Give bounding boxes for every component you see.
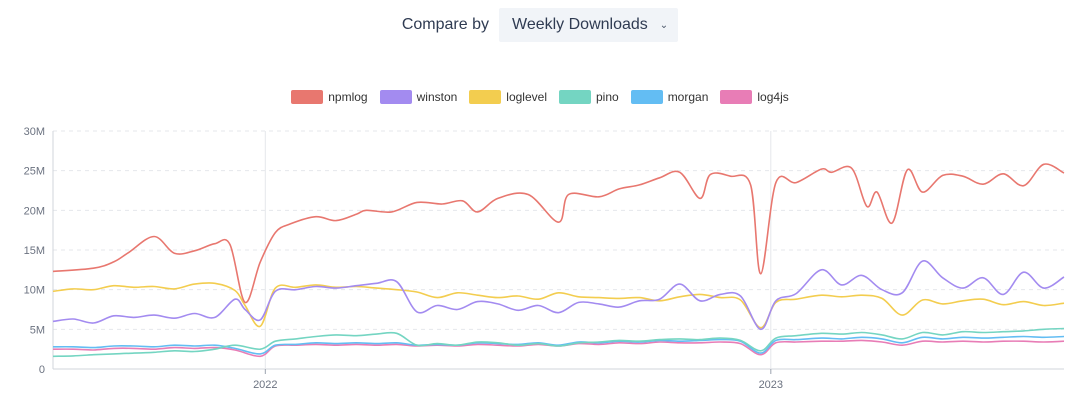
series-line-npmlog: [52, 163, 1065, 304]
compare-bar: Compare by Weekly Downloads ⌄: [0, 7, 1080, 43]
legend-label: morgan: [667, 90, 709, 104]
legend-label: log4js: [757, 90, 789, 104]
legend-swatch: [720, 90, 753, 104]
legend-item-pino[interactable]: pino: [559, 90, 619, 104]
y-tick-label: 5M: [30, 324, 45, 336]
legend-swatch: [630, 90, 663, 104]
legend-item-loglevel[interactable]: loglevel: [469, 90, 547, 104]
legend-label: npmlog: [328, 90, 368, 104]
legend-label: winston: [416, 90, 458, 104]
legend-label: pino: [596, 90, 619, 104]
y-tick-label: 25M: [24, 166, 45, 178]
legend-swatch: [379, 90, 412, 104]
x-tick-label: 2022: [253, 379, 277, 391]
y-tick-label: 15M: [24, 245, 45, 257]
legend-swatch: [559, 90, 591, 104]
legend-item-winston[interactable]: winston: [379, 90, 458, 104]
legend-item-log4js[interactable]: log4js: [720, 90, 789, 104]
legend-item-npmlog[interactable]: npmlog: [291, 90, 368, 104]
x-tick-label: 2023: [759, 379, 783, 391]
series-line-log4js: [52, 339, 1065, 358]
compare-by-select[interactable]: Weekly Downloads ⌄: [499, 8, 679, 42]
chevron-down-icon: ⌄: [659, 19, 669, 31]
compare-label: Compare by: [401, 16, 489, 33]
y-tick-label: 20M: [24, 205, 45, 217]
chart-legend: npmlog winston loglevel pino morgan log4js: [0, 90, 1080, 104]
y-tick-label: 30M: [24, 126, 45, 138]
legend-swatch: [291, 90, 324, 104]
legend-swatch: [469, 90, 502, 104]
series-line-winston: [52, 260, 1065, 331]
legend-label: loglevel: [506, 90, 547, 104]
y-tick-label: 0: [39, 364, 45, 376]
legend-item-morgan[interactable]: morgan: [630, 90, 709, 104]
series-line-loglevel: [52, 282, 1065, 329]
y-tick-label: 10M: [24, 285, 45, 297]
compare-select-value: Weekly Downloads: [512, 16, 648, 33]
series-line-pino: [52, 327, 1065, 358]
